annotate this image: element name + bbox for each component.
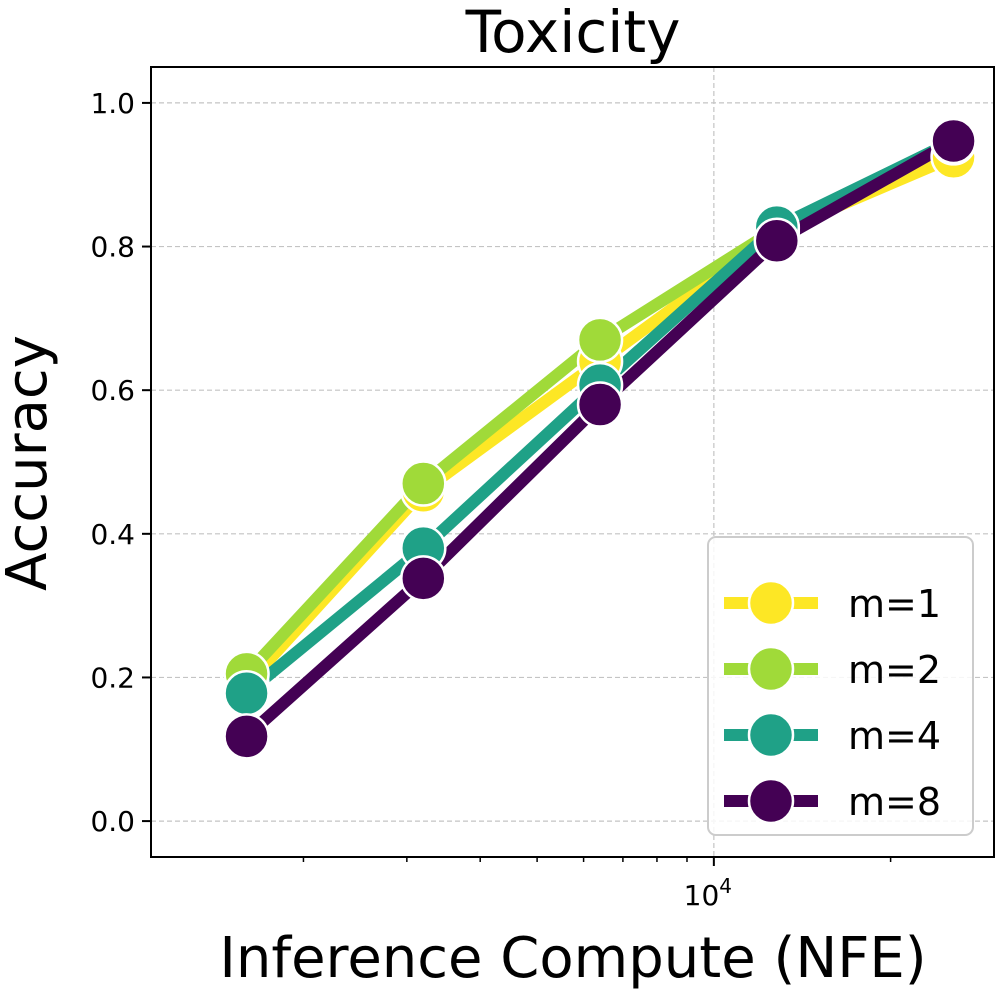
legend-label-m=1: m=1 xyxy=(848,582,941,626)
data-point-m=4 xyxy=(223,670,270,717)
x-axis-label: Inference Compute (NFE) xyxy=(219,926,926,989)
axes-frame xyxy=(150,66,995,858)
legend: m=1 m=2 m=4 m=8 xyxy=(707,536,974,836)
y-tick-label: 0.0 xyxy=(90,805,135,838)
x-axis-ticks: 104 xyxy=(302,857,892,912)
legend-marker-m=2 xyxy=(747,645,795,693)
y-axis-label: Accuracy xyxy=(0,335,60,591)
data-point-m=8 xyxy=(400,555,447,602)
x-tick-label: 104 xyxy=(684,874,732,912)
legend-label-m=8: m=8 xyxy=(848,780,941,824)
legend-label-m=2: m=2 xyxy=(848,648,941,692)
series-group xyxy=(223,117,977,760)
legend-marker-m=4 xyxy=(747,711,795,759)
y-tick-label: 0.8 xyxy=(90,231,135,264)
data-point-m=8 xyxy=(930,117,977,165)
y-tick-label: 1.0 xyxy=(90,87,135,120)
y-tick-label: 0.2 xyxy=(90,661,135,694)
data-point-m=8 xyxy=(753,217,801,265)
y-tick-label: 0.4 xyxy=(90,518,135,551)
y-tick-label: 0.6 xyxy=(90,374,135,407)
data-point-m=8 xyxy=(576,381,624,428)
legend-marker-m=8 xyxy=(747,777,795,825)
data-point-m=8 xyxy=(223,713,270,760)
chart-title: Toxicity xyxy=(465,0,681,66)
data-point-m=2 xyxy=(576,316,624,364)
legend-label-m=4: m=4 xyxy=(848,714,941,758)
y-axis-ticks: 0.0 0.2 0.4 0.6 0.8 1.0 xyxy=(90,87,151,838)
data-point-m=2 xyxy=(400,460,447,507)
legend-marker-m=1 xyxy=(747,579,795,627)
